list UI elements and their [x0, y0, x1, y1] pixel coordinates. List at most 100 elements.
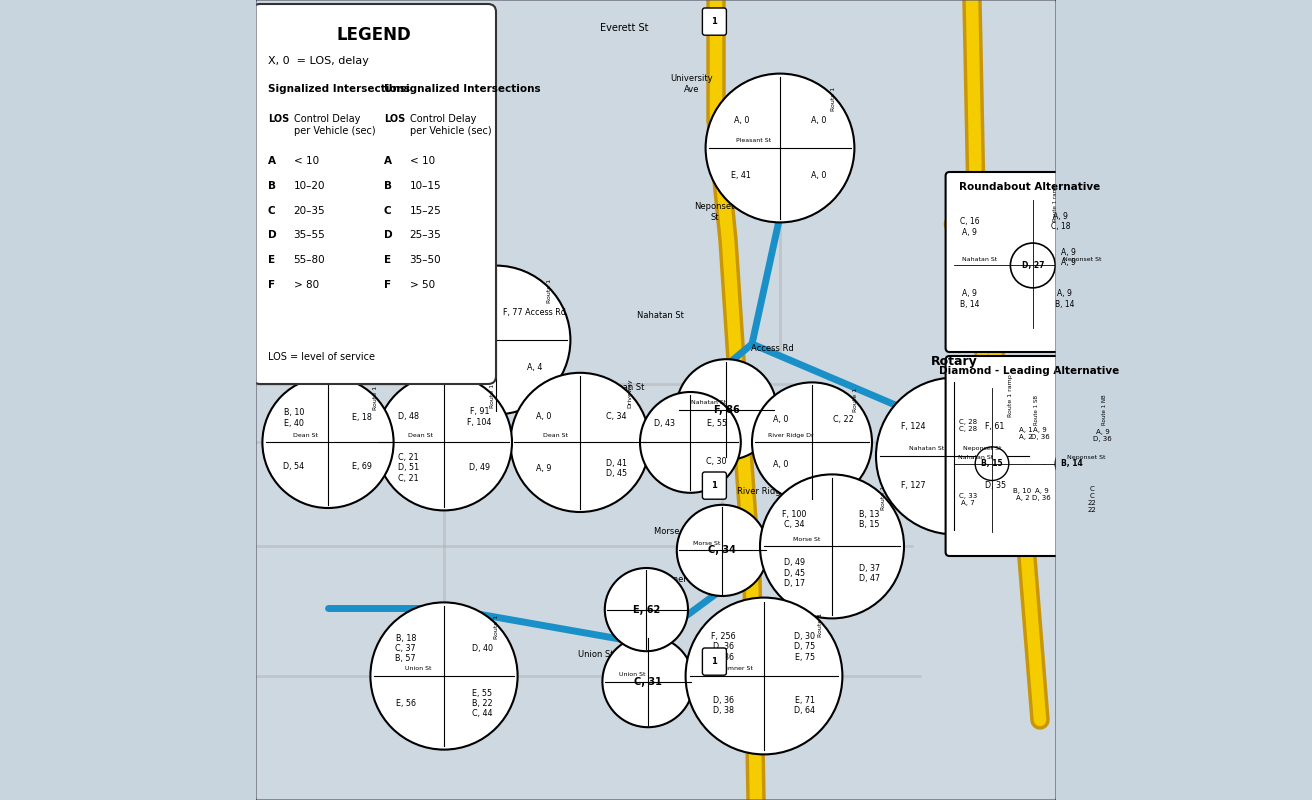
Text: Nahatan St: Nahatan St — [909, 446, 945, 451]
Text: Signalized Intersections: Signalized Intersections — [268, 84, 411, 94]
Text: A, 9
C, 18: A, 9 C, 18 — [1051, 212, 1071, 231]
Text: Route 1 SB: Route 1 SB — [1034, 395, 1039, 426]
Text: C
C
22
22: C C 22 22 — [1088, 486, 1097, 513]
Text: D, 54: D, 54 — [283, 462, 304, 471]
FancyBboxPatch shape — [252, 4, 496, 384]
Text: > 50: > 50 — [409, 280, 434, 290]
Text: 25–35: 25–35 — [409, 230, 441, 240]
Text: A, 9
A, 9: A, 9 A, 9 — [1061, 248, 1076, 267]
Text: Nahatan St: Nahatan St — [958, 455, 993, 461]
Text: E, 56: E, 56 — [396, 699, 416, 708]
Text: A, 4: A, 4 — [527, 363, 542, 372]
Text: River Ridge Dr: River Ridge Dr — [737, 487, 799, 497]
Text: 35–55: 35–55 — [294, 230, 325, 240]
Text: River Ridge Dr: River Ridge Dr — [769, 433, 813, 438]
Text: Driveway: Driveway — [627, 378, 632, 408]
Text: Dean St: Dean St — [293, 433, 318, 438]
Text: University
Ave: University Ave — [670, 74, 714, 94]
FancyBboxPatch shape — [702, 648, 727, 675]
Text: A, 0: A, 0 — [773, 460, 789, 470]
Text: E: E — [384, 255, 391, 265]
FancyBboxPatch shape — [702, 472, 727, 499]
Text: C: C — [268, 206, 276, 215]
Circle shape — [640, 392, 741, 493]
Text: Union St: Union St — [579, 650, 614, 659]
Text: LOS = level of service: LOS = level of service — [268, 351, 375, 362]
Text: A, 0: A, 0 — [450, 308, 464, 317]
Text: A: A — [384, 156, 392, 166]
Text: A, 0: A, 0 — [811, 116, 827, 125]
Text: F, 124: F, 124 — [901, 422, 926, 431]
Text: C, 22: C, 22 — [833, 415, 854, 425]
Text: F, 77 Access Rd: F, 77 Access Rd — [504, 308, 565, 317]
Text: D, 35: D, 35 — [984, 481, 1006, 490]
Circle shape — [605, 568, 687, 651]
Text: C, 34: C, 34 — [708, 546, 736, 555]
Text: E, 55
B, 22
C, 44: E, 55 B, 22 C, 44 — [472, 689, 492, 718]
Text: A, 9
D, 36: A, 9 D, 36 — [1031, 426, 1050, 440]
Text: Morse St: Morse St — [794, 537, 820, 542]
Text: Route 1: Route 1 — [547, 278, 552, 303]
Text: C, 33
A, 7: C, 33 A, 7 — [959, 493, 977, 506]
Text: Neponset Rd: Neponset Rd — [441, 287, 495, 297]
Text: Rotary: Rotary — [932, 355, 977, 368]
Circle shape — [1010, 243, 1055, 288]
Circle shape — [676, 359, 777, 460]
Text: D, 37
D, 47: D, 37 D, 47 — [859, 564, 880, 583]
Text: E, 69: E, 69 — [352, 462, 373, 471]
Text: LOS: LOS — [268, 114, 289, 124]
Text: E, 18: E, 18 — [352, 414, 373, 422]
Text: 15–25: 15–25 — [409, 206, 441, 215]
Text: 55–80: 55–80 — [294, 255, 325, 265]
Text: D, 49: D, 49 — [468, 463, 489, 472]
Circle shape — [510, 373, 649, 512]
Text: Diamond - Leading Alternative: Diamond - Leading Alternative — [939, 366, 1119, 376]
Text: Morse St: Morse St — [653, 527, 690, 537]
FancyBboxPatch shape — [946, 172, 1114, 352]
Text: 10–15: 10–15 — [409, 181, 441, 190]
FancyBboxPatch shape — [702, 8, 727, 35]
Text: 1: 1 — [711, 481, 718, 490]
Text: Route 1 SB ramp: Route 1 SB ramp — [373, 357, 378, 410]
Text: C, 31: C, 31 — [634, 677, 663, 686]
Text: Pleasant St: Pleasant St — [724, 155, 771, 165]
Circle shape — [760, 474, 904, 618]
Text: F: F — [268, 280, 276, 290]
Text: B: B — [384, 181, 392, 190]
Text: C, 30: C, 30 — [706, 457, 727, 466]
Text: B, 10
A, 2: B, 10 A, 2 — [1013, 487, 1031, 501]
Text: Nahatan St: Nahatan St — [636, 311, 684, 321]
Text: E: E — [268, 255, 276, 265]
Text: C, 28
C, 28: C, 28 C, 28 — [959, 418, 977, 432]
Text: F, 86: F, 86 — [714, 405, 739, 414]
Text: Unsignalized Intersections: Unsignalized Intersections — [384, 84, 541, 94]
Text: E, 62: E, 62 — [632, 605, 660, 614]
Text: F, 256
D, 36
D, 36: F, 256 D, 36 D, 36 — [711, 632, 736, 662]
Text: Route 1 NB: Route 1 NB — [1102, 394, 1106, 426]
Text: Route 1 ramp: Route 1 ramp — [1009, 374, 1013, 417]
Text: Control Delay
per Vehicle (sec): Control Delay per Vehicle (sec) — [294, 114, 375, 136]
Text: B, 14: B, 14 — [1061, 459, 1082, 468]
Text: Dean St: Dean St — [543, 433, 568, 438]
Circle shape — [706, 74, 854, 222]
Text: Neponset
St: Neponset St — [694, 202, 735, 222]
Circle shape — [752, 382, 872, 502]
Text: Access Rd: Access Rd — [750, 343, 794, 353]
Text: D, 43: D, 43 — [653, 419, 674, 428]
Text: C: C — [384, 206, 391, 215]
Text: Route 1: Route 1 — [495, 615, 500, 639]
Text: Dean St: Dean St — [611, 383, 644, 393]
Text: 20–35: 20–35 — [294, 206, 325, 215]
Text: 10–20: 10–20 — [294, 181, 325, 190]
Circle shape — [602, 636, 694, 727]
Text: E, 55: E, 55 — [707, 419, 727, 428]
Text: Control Delay
per Vehicle (sec): Control Delay per Vehicle (sec) — [409, 114, 491, 136]
Text: D: D — [268, 230, 277, 240]
Text: Union St: Union St — [405, 666, 432, 671]
Circle shape — [377, 374, 512, 510]
Text: B, 15: B, 15 — [981, 459, 1002, 468]
Text: F, 100
C, 34: F, 100 C, 34 — [782, 510, 807, 529]
Text: D, 41
D, 45: D, 41 D, 45 — [606, 458, 627, 478]
Text: Roundabout Alternative: Roundabout Alternative — [959, 182, 1101, 193]
Circle shape — [1055, 447, 1089, 481]
